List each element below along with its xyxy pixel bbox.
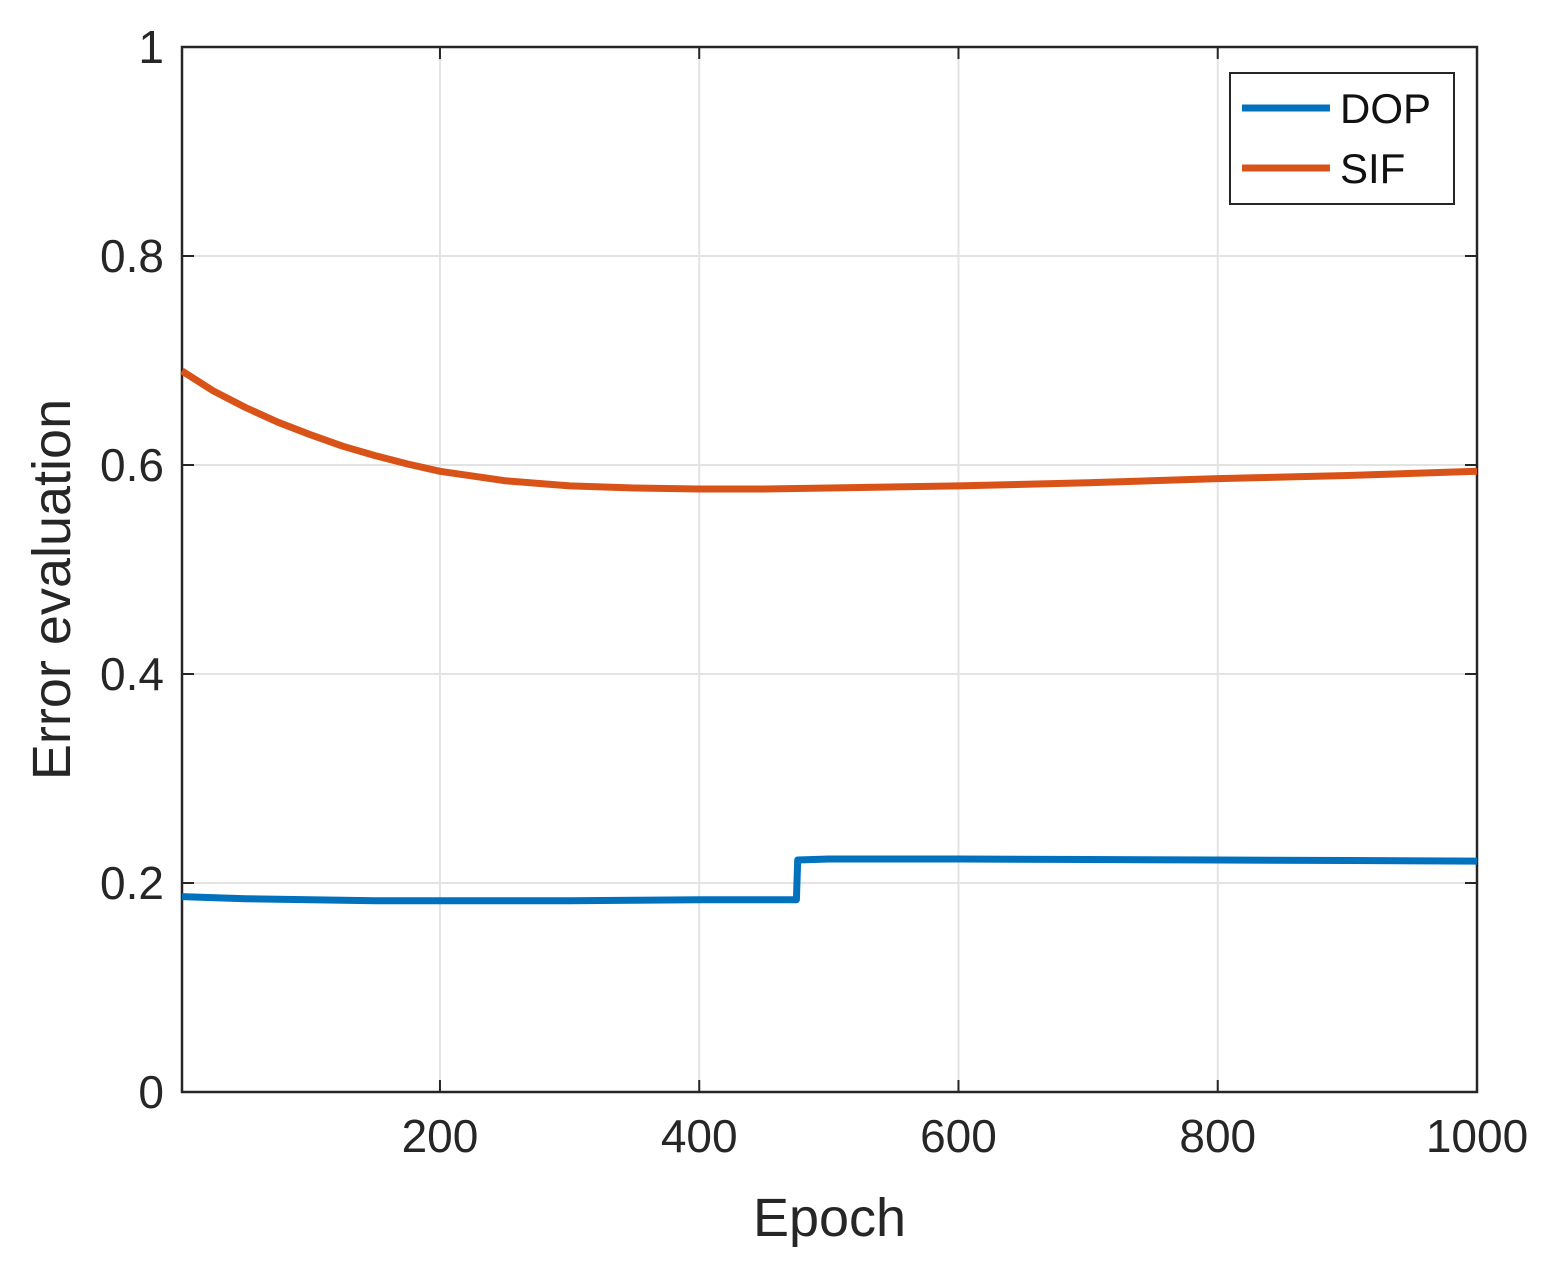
y-tick-label: 0.6: [100, 439, 164, 491]
x-tick-label: 400: [661, 1110, 738, 1162]
y-tick-label: 1: [138, 21, 164, 73]
y-tick-label: 0.2: [100, 857, 164, 909]
legend-label-dop: DOP: [1340, 85, 1431, 132]
x-axis-title: Epoch: [753, 1188, 906, 1248]
axis-ticks: 200 400 600 800 1000 0 0.2 0.4 0.6 0.8 1: [100, 21, 1528, 1162]
x-tick-label: 1000: [1426, 1110, 1528, 1162]
y-tick-label: 0.8: [100, 230, 164, 282]
series-line-sif: [180, 368, 1478, 493]
x-tick-label: 800: [1179, 1110, 1256, 1162]
x-tick-label: 200: [402, 1110, 479, 1162]
legend: DOP SIF: [1229, 72, 1455, 205]
series-line-dop: [181, 855, 1478, 905]
y-tick-label: 0: [138, 1066, 164, 1118]
y-tick-label: 0.4: [100, 648, 164, 700]
plot-area-frame: [180, 45, 1479, 1094]
y-axis-title: Error evaluation: [22, 399, 82, 780]
x-tick-label: 600: [920, 1110, 997, 1162]
legend-label-sif: SIF: [1340, 145, 1405, 192]
series-lines: [180, 368, 1478, 905]
legend-box: [1229, 72, 1455, 205]
